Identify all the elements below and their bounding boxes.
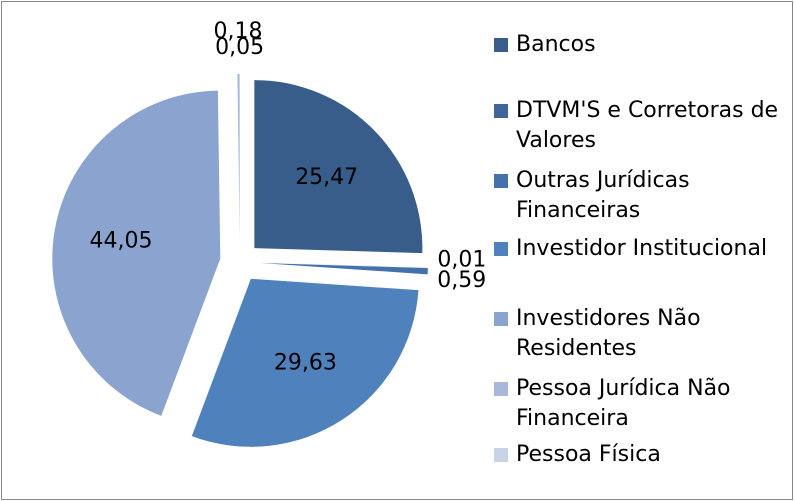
legend-label: Outras Jurídicas Financeiras bbox=[516, 168, 690, 223]
legend-item: Investidor Institucional bbox=[494, 234, 784, 264]
legend-item: Bancos bbox=[494, 30, 784, 60]
pie-slice bbox=[237, 74, 240, 243]
legend-swatch bbox=[494, 448, 508, 462]
legend-item: Investidores Não Residentes bbox=[494, 304, 784, 364]
legend-item: Pessoa Jurídica Não Financeira bbox=[494, 374, 784, 434]
legend-label: Investidores Não Residentes bbox=[516, 306, 701, 361]
data-label: 0,01 bbox=[437, 248, 486, 273]
legend-swatch bbox=[494, 38, 508, 52]
legend-label: DTVM'S e Corretoras de Valores bbox=[516, 98, 779, 153]
data-label: 25,47 bbox=[295, 165, 358, 190]
pie-slice bbox=[259, 262, 428, 275]
legend-swatch bbox=[494, 242, 508, 256]
pie-slice bbox=[52, 90, 221, 416]
legend-swatch bbox=[494, 104, 508, 118]
pie-slice bbox=[191, 278, 419, 447]
data-label: 0,05 bbox=[215, 35, 264, 60]
legend-item: DTVM'S e Corretoras de Valores bbox=[494, 96, 784, 156]
pie-slice bbox=[259, 262, 428, 268]
pie-slice bbox=[239, 74, 240, 243]
legend-swatch bbox=[494, 174, 508, 188]
legend-swatch bbox=[494, 312, 508, 326]
data-label: 29,63 bbox=[274, 351, 337, 376]
legend-label: Bancos bbox=[516, 32, 596, 57]
legend-label: Investidor Institucional bbox=[516, 236, 768, 261]
legend-item: Pessoa Física bbox=[494, 440, 784, 470]
pie-slice bbox=[254, 80, 423, 254]
legend-label: Pessoa Jurídica Não Financeira bbox=[516, 376, 731, 431]
data-label: 0,18 bbox=[214, 19, 263, 44]
data-label: 0,59 bbox=[437, 268, 486, 293]
legend-swatch bbox=[494, 382, 508, 396]
data-label: 44,05 bbox=[89, 228, 152, 253]
legend-label: Pessoa Física bbox=[516, 442, 661, 467]
legend-item: Outras Jurídicas Financeiras bbox=[494, 166, 784, 226]
